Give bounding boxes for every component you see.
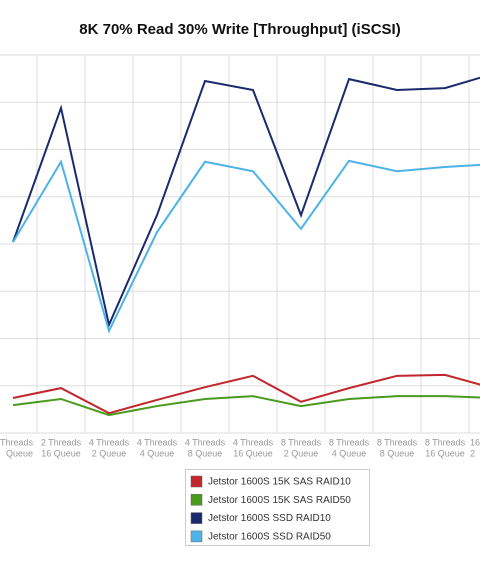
x-tick-label: 8 Threads (425, 437, 466, 447)
x-tick-label: 4 Threads (137, 437, 178, 447)
series-line (12, 159, 480, 334)
x-tick-label: 8 Threads (329, 437, 370, 447)
legend-label: Jetstor 1600S SSD RAID50 (208, 532, 331, 543)
legend-swatch (190, 475, 203, 488)
x-tick-label: 16 (470, 437, 480, 447)
legend-swatch (190, 530, 203, 543)
x-tick-label: Queue (6, 448, 33, 458)
legend-swatch (190, 494, 203, 506)
x-tick-label: 8 Queue (188, 448, 223, 458)
x-tick-label: 8 Threads (281, 437, 322, 447)
x-tick-label: 2 (470, 448, 475, 458)
x-tick-label: 8 Threads (377, 437, 418, 447)
legend-label: Jetstor 1600S SSD RAID10 (208, 513, 331, 524)
x-tick-label: 4 Queue (332, 448, 367, 458)
x-tick-label: 2 Threads (41, 437, 82, 447)
x-tick-label: 2 Queue (284, 448, 319, 458)
series-line (12, 76, 480, 329)
legend (185, 469, 370, 546)
x-tick-label: 16 Queue (41, 448, 81, 458)
legend-label: Jetstor 1600S 15K SAS RAID10 (208, 477, 351, 488)
x-tick-label: 4 Threads (233, 437, 274, 447)
x-tick-label: 8 Queue (380, 448, 415, 458)
x-tick-label: 4 Threads (89, 437, 130, 447)
x-tick-label: 16 Queue (425, 448, 465, 458)
chart-title: 8K 70% Read 30% Write [Throughput] (iSCS… (79, 21, 400, 38)
legend-swatch (190, 512, 203, 524)
x-tick-label: 4 Threads (185, 437, 226, 447)
x-tick-label: 2 Queue (92, 448, 127, 458)
x-tick-label: Threads (0, 437, 33, 447)
x-tick-label: 4 Queue (140, 448, 175, 458)
series-line (12, 373, 480, 415)
x-tick-label: 16 Queue (233, 448, 273, 458)
series-line (12, 395, 480, 417)
legend-label: Jetstor 1600S 15K SAS RAID50 (208, 495, 351, 506)
